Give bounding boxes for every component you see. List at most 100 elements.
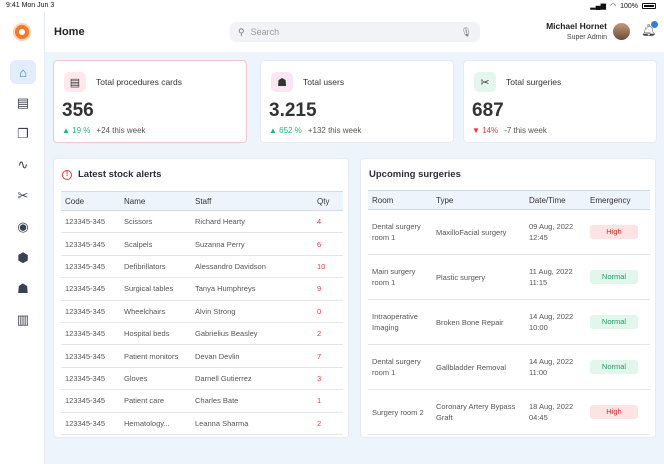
datetime-cell: 09 Aug, 2022 12:45	[525, 209, 586, 255]
column-header[interactable]: Name	[120, 191, 191, 211]
trend-down-icon: ▼	[472, 126, 480, 135]
qty-cell: 10	[313, 255, 343, 279]
avatar[interactable]	[613, 23, 630, 40]
sidebar-item-messages[interactable]: ◉	[10, 215, 36, 239]
wifi-icon: ◠	[609, 3, 617, 10]
table-row[interactable]: 123345-345 Scissors Richard Hearty 4	[61, 210, 343, 234]
table-row[interactable]: 123345-345 Patient monitors Devan Devlin 7	[61, 344, 343, 368]
stat-card[interactable]: ☗ Total users 3.215 ▲ 652 % +132 this week	[260, 60, 454, 143]
column-header[interactable]: Room	[368, 190, 432, 210]
column-header[interactable]: Code	[61, 191, 120, 211]
datetime-cell: 11 Aug, 2022 11:15	[525, 254, 586, 300]
surgeries-table: Room Type Date/Time Emergency Dental surger…	[368, 190, 650, 435]
table-row[interactable]: Dental surgery room 1 MaxilloFacial surge…	[368, 209, 650, 255]
staff-cell: Darnell Gutierrez	[191, 367, 313, 391]
sidebar-item-stock[interactable]: ⬢	[10, 246, 36, 270]
name-cell: Hematology...	[120, 412, 191, 435]
trend-up-icon: ▲	[269, 126, 277, 135]
status-right: ▂▄▆ ◠ 100%	[590, 2, 656, 10]
emergency-cell: High	[586, 209, 650, 255]
emergency-cell: Normal	[586, 254, 650, 300]
search-input[interactable]: Search	[250, 27, 280, 37]
pulse-icon: ∿	[17, 157, 29, 172]
stat-card[interactable]: ✂ Total surgeries 687 ▼ 14% -7 this week	[463, 60, 657, 143]
sidebar-item-activity[interactable]: ∿	[10, 153, 36, 177]
table-row[interactable]: 123345-345 Defibrillators Alessandro David…	[61, 255, 343, 279]
sidebar-item-cards[interactable]: ▤	[10, 91, 36, 115]
column-header[interactable]: Emergency	[586, 190, 650, 210]
column-header[interactable]: Qty	[313, 191, 343, 211]
stat-label: Total users	[303, 77, 345, 87]
sidebar-item-procedures[interactable]: ❐	[10, 122, 36, 146]
type-cell: Broken Bone Repair	[432, 299, 525, 345]
id-card-icon: ▤	[16, 95, 30, 110]
table-row[interactable]: 123345-345 Gloves Darnell Gutierrez 3	[61, 367, 343, 391]
alert-icon: !	[62, 169, 72, 180]
id-card-icon: ▤	[64, 72, 86, 92]
sidebar-item-home[interactable]: ⌂	[10, 60, 36, 84]
stock-alerts-panel: ! Latest stock alerts Code Name Staff Qty 1…	[53, 158, 349, 438]
emergency-badge: Normal	[590, 270, 638, 284]
search-bar[interactable]: ⚲ Search 🎙︎	[230, 22, 480, 42]
staff-cell: Gabrielius Beasley	[191, 322, 313, 346]
table-row[interactable]: Main surgery room 1 Plastic surgery 11 Aug…	[368, 254, 650, 300]
staff-cell: Tanya Humphreys	[191, 277, 313, 301]
name-cell: Surgical tables	[120, 277, 191, 301]
stat-change: ▲ 19 % +24 this week	[62, 126, 146, 135]
column-header[interactable]: Type	[432, 190, 525, 210]
stock-table: Code Name Staff Qty 123345-345 Scissors Richa…	[61, 191, 343, 435]
user-role: Super Admin	[566, 34, 607, 41]
name-cell: Hospital beds	[120, 322, 191, 346]
qty-cell: 1	[313, 389, 343, 413]
type-cell: MaxilloFacial surgery	[432, 209, 525, 255]
table-row[interactable]: 123345-345 Scalpels Suzanna Perry 6	[61, 232, 343, 256]
table-row[interactable]: Surgery room 2 Coronary Artery Bypass Gra…	[368, 389, 650, 435]
app-logo[interactable]	[13, 23, 31, 41]
qty-cell: 2	[313, 412, 343, 435]
qty-cell: 2	[313, 322, 343, 346]
sidebar-item-users[interactable]: ☗	[10, 277, 36, 301]
table-row[interactable]: 123345-345 Wheelchairs Alvin Strong 0	[61, 300, 343, 323]
user-info[interactable]: Michael Hornet Super Admin	[546, 21, 607, 41]
sidebar-item-surgeries[interactable]: ✂	[10, 184, 36, 208]
staff-cell: Richard Hearty	[191, 210, 313, 234]
microphone-icon[interactable]: 🎙︎	[460, 26, 472, 37]
table-row[interactable]: 123345-345 Patient care Charles Bate 1	[61, 389, 343, 413]
table-row[interactable]: Intraoperative Imaging Broken Bone Repair…	[368, 299, 650, 345]
staff-cell: Leanna Sharma	[191, 412, 313, 435]
table-row[interactable]: 123345-345 Surgical tables Tanya Humphreys…	[61, 277, 343, 301]
stat-delta: -7 this week	[504, 126, 547, 135]
code-cell: 123345-345	[61, 367, 120, 391]
stat-percent: ▲ 652 %	[269, 126, 302, 135]
qty-cell: 9	[313, 277, 343, 301]
stat-delta: +24 this week	[96, 126, 146, 135]
staff-cell: Devan Devlin	[191, 344, 313, 368]
table-row[interactable]: 123345-345 Hospital beds Gabrielius Beasle…	[61, 322, 343, 346]
page-title: Home	[54, 26, 85, 38]
table-row[interactable]: Dental surgery room 1 Gallbladder Removal…	[368, 344, 650, 390]
stat-label: Total procedures cards	[96, 77, 182, 87]
code-cell: 123345-345	[61, 389, 120, 413]
code-cell: 123345-345	[61, 232, 120, 256]
name-cell: Scissors	[120, 210, 191, 234]
upcoming-surgeries-panel: Upcoming surgeries Room Type Date/Time Emer…	[360, 158, 656, 438]
emergency-badge: High	[590, 225, 638, 239]
name-cell: Scalpels	[120, 232, 191, 256]
stat-value: 687	[472, 100, 504, 121]
staff-cell: Alessandro Davidson	[191, 255, 313, 279]
bell-icon[interactable]: 🔔︎	[641, 21, 658, 37]
staff-cell: Alvin Strong	[191, 300, 313, 323]
type-cell: Coronary Artery Bypass Graft	[432, 389, 525, 435]
emergency-badge: High	[590, 405, 638, 419]
emergency-badge: Normal	[590, 360, 638, 374]
emergency-cell: Normal	[586, 299, 650, 345]
status-time: 9:41 Mon Jun 3	[6, 2, 55, 9]
column-header[interactable]: Staff	[191, 191, 313, 211]
column-header[interactable]: Date/Time	[525, 190, 586, 210]
stat-card[interactable]: ▤ Total procedures cards 356 ▲ 19 % +24 this…	[53, 60, 247, 143]
sidebar-item-reports[interactable]: ▥	[10, 308, 36, 332]
qty-cell: 7	[313, 344, 343, 368]
table-row[interactable]: 123345-345 Hematology... Leanna Sharma 2	[61, 412, 343, 435]
qty-cell: 0	[313, 300, 343, 323]
users-icon: ☗	[271, 72, 293, 92]
